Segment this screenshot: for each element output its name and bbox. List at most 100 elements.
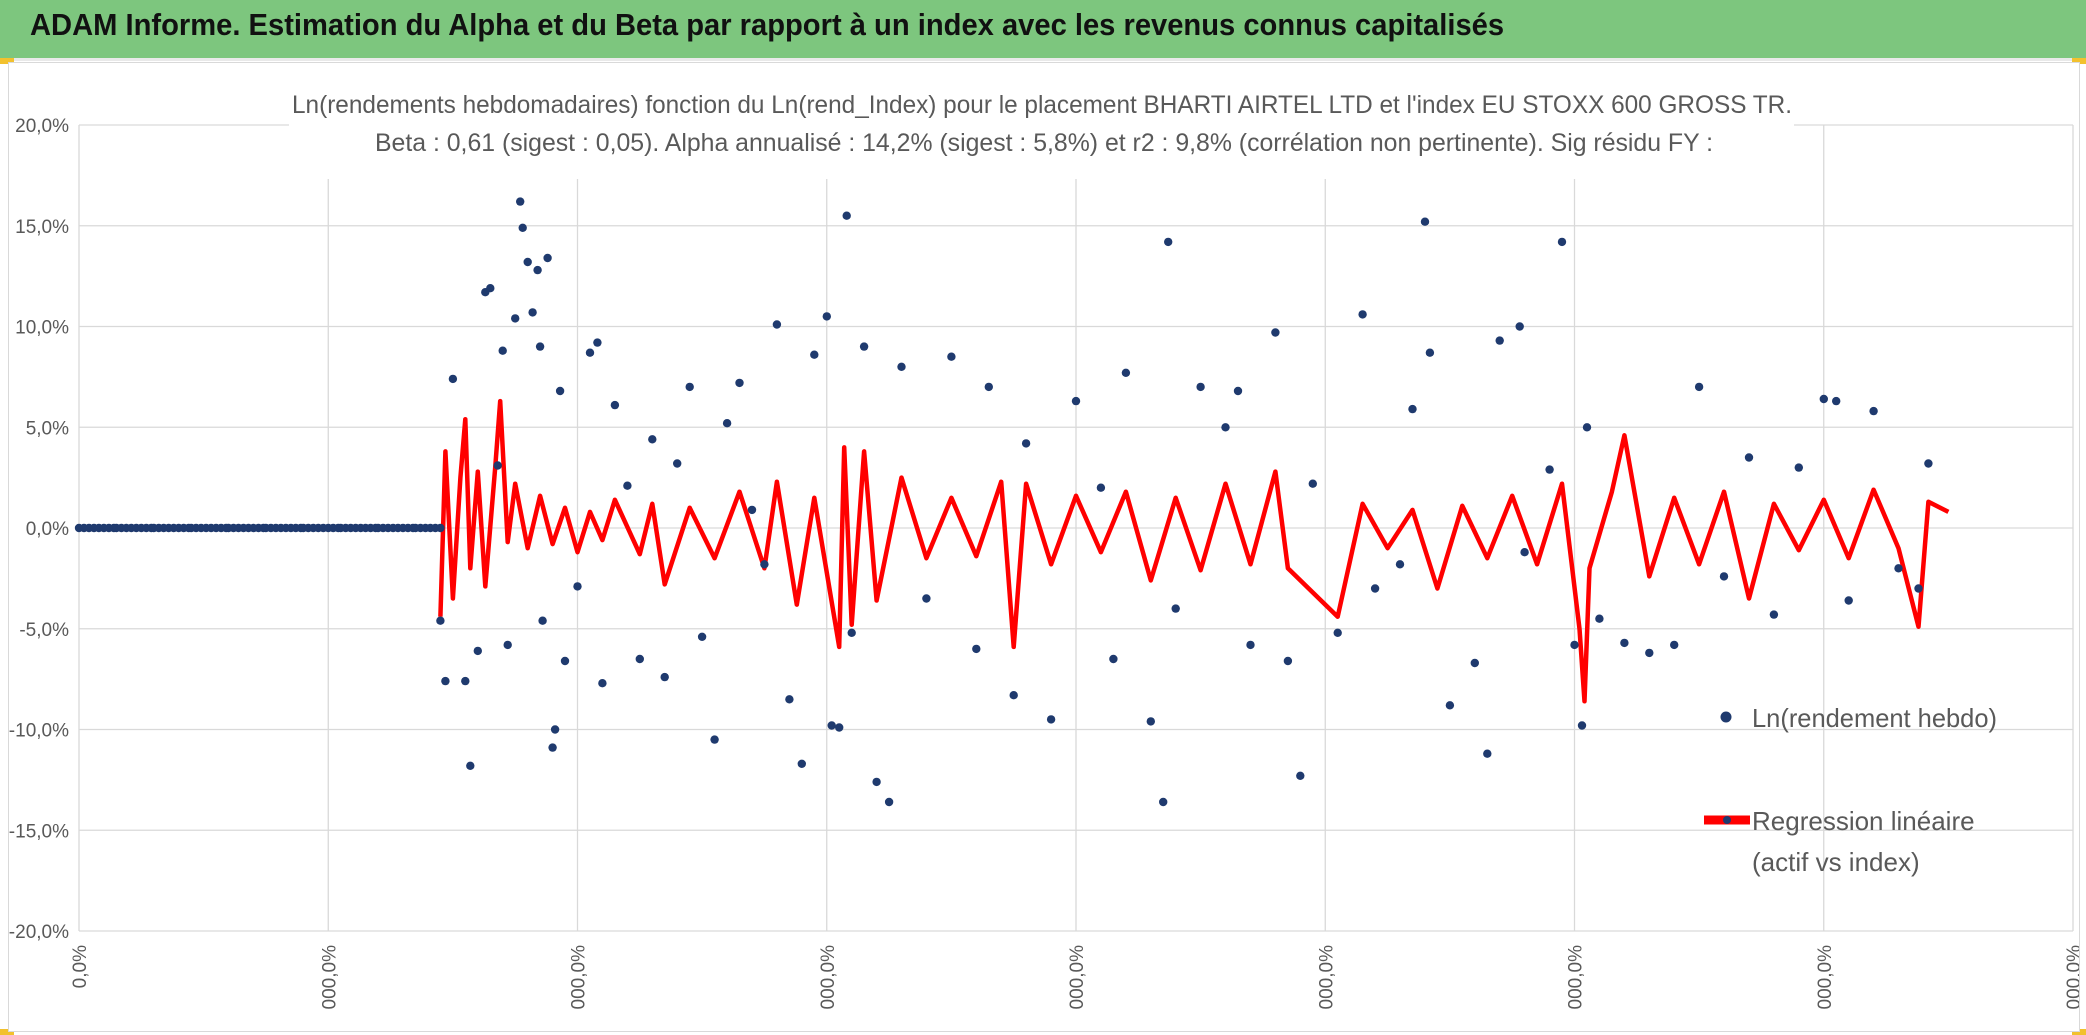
scatter-series — [74, 197, 1933, 807]
x-tick-label: 000,0% — [2064, 945, 2079, 1010]
x-tick-label: 000,0% — [319, 945, 340, 1010]
x-tick-label: 000,0% — [1067, 945, 1088, 1010]
chart-title-background — [289, 87, 1794, 179]
scatter-point — [1869, 406, 1878, 416]
scatter-point — [1221, 423, 1230, 432]
corner-accent-bottom-left — [0, 1029, 14, 1035]
scatter-point — [947, 352, 956, 361]
scatter-point — [722, 419, 732, 428]
scatter-point — [1894, 564, 1903, 573]
scatter-point — [548, 743, 557, 752]
scatter-point — [847, 628, 856, 637]
scatter-point — [984, 382, 993, 392]
scatter-point — [1109, 654, 1118, 664]
scatter-point — [897, 362, 906, 371]
scatter-point — [1520, 548, 1529, 557]
x-tick-label: 0,0% — [70, 945, 91, 988]
scatter-point — [685, 382, 694, 392]
scatter-point — [747, 505, 757, 515]
scatter-point — [710, 735, 719, 744]
scatter-point — [1744, 453, 1754, 462]
scatter-point — [1595, 614, 1604, 623]
scatter-point — [533, 265, 542, 275]
y-tick-label: -10,0% — [9, 721, 69, 742]
x-tick-label: 000,0% — [818, 945, 839, 1010]
scatter-point — [1196, 382, 1205, 392]
scatter-point — [448, 374, 458, 384]
y-tick-label: 5,0% — [26, 418, 69, 439]
chart-area: 20,0% 15,0% 10,0% 5,0% 0,0% -5,0% -10,0% -15,0%… — [8, 62, 2080, 1032]
x-axis-ticks: 0,0% 000,0% 000,0% 000,0% 000,0% 000,0% 000,0%… — [70, 945, 2079, 1010]
scatter-point — [1408, 404, 1417, 414]
scatter-point — [1308, 479, 1318, 488]
scatter-point — [523, 257, 532, 267]
scatter-point — [516, 197, 525, 206]
scatter-point — [1769, 610, 1779, 619]
scatter-point — [1283, 656, 1293, 666]
scatter-point — [735, 378, 744, 388]
report-title: ADAM Informe. Estimation du Alpha et du … — [30, 7, 1505, 42]
regression-line — [438, 398, 1950, 704]
scatter-point — [1719, 572, 1729, 581]
scatter-point — [555, 386, 565, 396]
scatter-point — [1233, 386, 1243, 396]
corner-accent-top-left — [0, 58, 14, 64]
scatter-point — [1425, 348, 1435, 357]
scatter-point — [1420, 217, 1430, 226]
scatter-point — [498, 346, 507, 355]
legend-marker-scatter — [1720, 711, 1732, 723]
scatter-point — [436, 616, 445, 625]
scatter-point — [585, 348, 595, 357]
scatter-point — [1246, 640, 1255, 650]
scatter-point — [842, 211, 851, 220]
scatter-point — [1009, 691, 1018, 700]
scatter-point — [660, 672, 669, 682]
scatter-point — [697, 632, 707, 641]
scatter-point — [560, 656, 570, 666]
scatter-point — [972, 644, 981, 654]
scatter-point — [1146, 717, 1156, 726]
scatter-point — [1844, 596, 1853, 605]
scatter-point — [1470, 658, 1480, 668]
scatter-point — [1545, 465, 1554, 474]
scatter-point — [503, 640, 512, 650]
scatter-point — [1694, 382, 1704, 392]
x-tick-label: 000,0% — [1815, 945, 1836, 1010]
scatter-point — [543, 253, 552, 263]
scatter-point — [436, 523, 445, 533]
scatter-point — [486, 284, 495, 293]
scatter-point — [528, 308, 537, 317]
scatter-point — [673, 459, 682, 468]
scatter-point — [1570, 640, 1579, 650]
x-tick-label: 000,0% — [1566, 945, 1587, 1010]
y-tick-label: 15,0% — [15, 217, 69, 238]
corner-accent-bottom-right — [2072, 1029, 2086, 1035]
scatter-point — [797, 759, 806, 768]
scatter-point — [1096, 483, 1106, 492]
scatter-point — [772, 320, 782, 329]
scatter-point — [535, 342, 545, 351]
scatter-point — [648, 435, 657, 444]
scatter-point — [1620, 638, 1629, 648]
y-axis-ticks: 20,0% 15,0% 10,0% 5,0% 0,0% -5,0% -10,0% -15,0%… — [9, 116, 69, 943]
scatter-point — [1577, 721, 1587, 730]
scatter-point — [859, 342, 869, 351]
y-tick-label: 20,0% — [15, 116, 69, 137]
scatter-point — [785, 695, 794, 704]
scatter-point — [1924, 459, 1933, 468]
scatter-point — [922, 594, 931, 603]
y-tick-label: -5,0% — [19, 620, 69, 641]
scatter-point — [1021, 439, 1031, 448]
corner-accent-top-right — [2072, 58, 2086, 64]
scatter-point — [610, 400, 620, 410]
y-tick-label: 0,0% — [26, 519, 69, 540]
scatter-point — [827, 721, 836, 730]
scatter-point — [1670, 640, 1679, 650]
scatter-point — [473, 646, 482, 656]
regression-series — [438, 398, 1950, 704]
scatter-point — [466, 761, 475, 770]
scatter-point — [1557, 237, 1567, 247]
scatter-point — [1645, 648, 1654, 658]
scatter-point — [511, 314, 520, 323]
scatter-point — [760, 560, 769, 569]
